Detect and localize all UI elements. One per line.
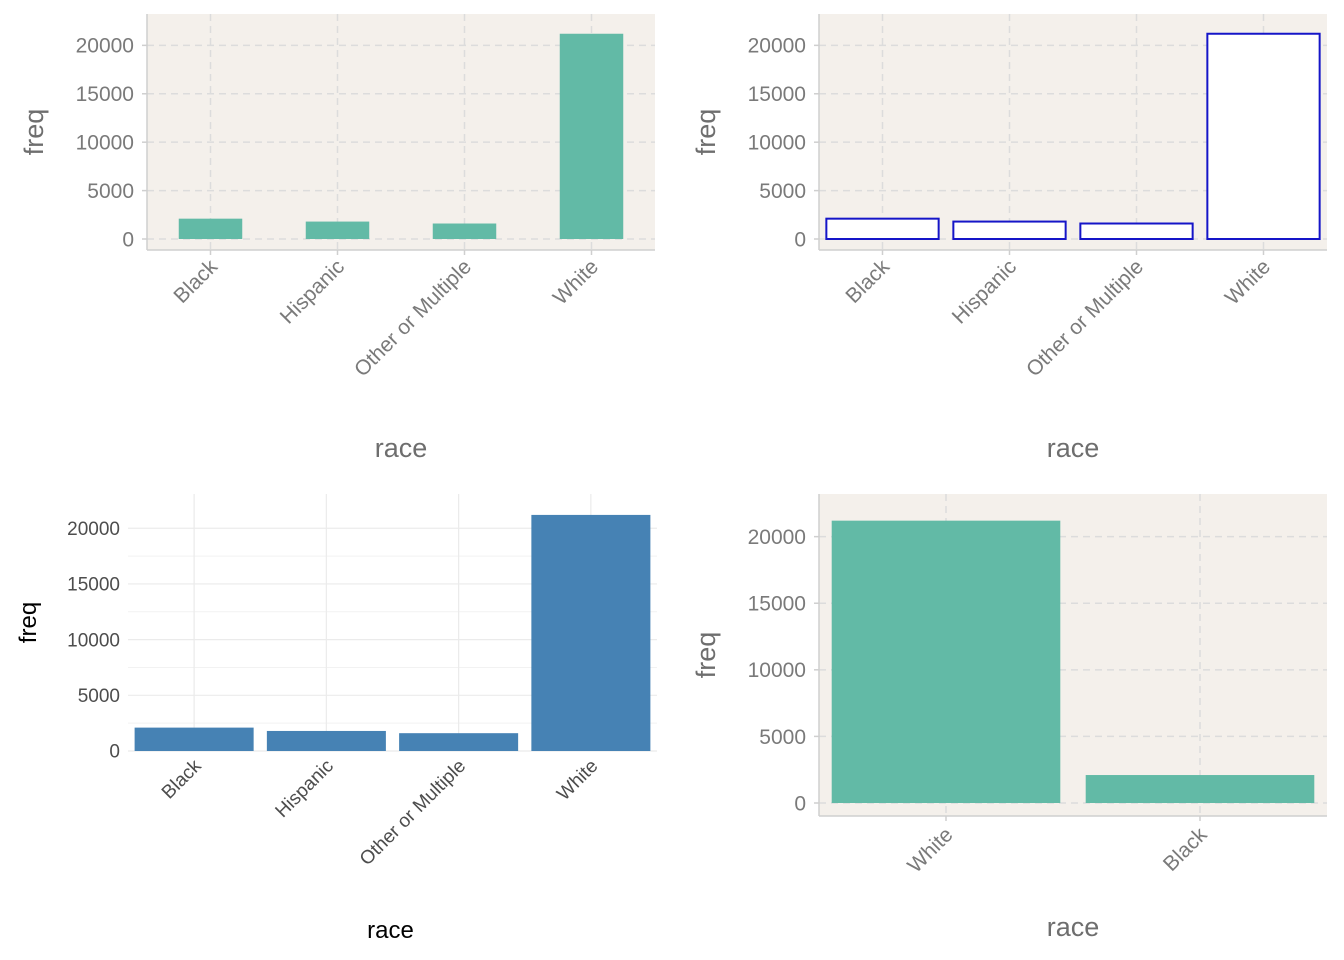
y-tick-label: 10000 (748, 659, 806, 682)
y-tick-label: 0 (794, 792, 806, 815)
x-tick-label: Black (1159, 823, 1212, 876)
y-axis-title: freq (15, 602, 42, 643)
x-tick-label: Other or Multiple (350, 255, 476, 381)
x-tick-label: Black (169, 255, 222, 308)
bar-other-or-multiple (432, 223, 497, 239)
chart-panel-2: 0 5000 10000 15000 20000 Black Hispanic Other o… (691, 14, 1327, 463)
y-tick-label: 20000 (748, 526, 806, 549)
x-axis-title: race (1047, 912, 1100, 942)
x-axis-title: race (375, 433, 428, 463)
y-tick-label: 15000 (748, 83, 806, 106)
y-tick-label: 10000 (76, 132, 134, 155)
y-tick-label: 20000 (67, 519, 120, 540)
bar-other-or-multiple (399, 733, 519, 751)
y-tick-label: 5000 (78, 686, 120, 707)
x-tick-label: White (549, 255, 603, 309)
x-tick-label: White (903, 823, 957, 877)
x-tick-label: Hispanic (948, 255, 1021, 328)
x-tick-label: Black (841, 255, 894, 308)
bar-white (1206, 32, 1321, 240)
chart-panel-4: 0 5000 10000 15000 20000 White Black race freq (691, 494, 1327, 942)
x-tick-label: Other or Multiple (1022, 255, 1148, 381)
bar-white (831, 520, 1061, 803)
bar-other-or-multiple (1079, 222, 1194, 241)
y-tick-label: 10000 (67, 630, 120, 651)
chart-panel-1: 0 5000 10000 15000 20000 Black Hispanic Other o… (19, 14, 655, 463)
y-tick-label: 5000 (759, 726, 806, 749)
x-tick-label: Hispanic (272, 756, 338, 822)
bar-black (825, 217, 940, 240)
y-tick-label: 0 (122, 228, 134, 251)
y-tick-label: 10000 (748, 132, 806, 155)
y-tick-label: 5000 (759, 180, 806, 203)
y-axis-title: freq (691, 632, 721, 679)
y-tick-label: 0 (794, 228, 806, 251)
y-tick-label: 15000 (748, 593, 806, 616)
y-tick-label: 20000 (76, 35, 134, 58)
x-tick-label: Black (158, 755, 206, 803)
x-axis-title: race (367, 917, 414, 944)
bar-white (531, 514, 651, 751)
bar-hispanic (266, 730, 386, 751)
y-tick-label: 0 (109, 742, 120, 763)
y-tick-label: 20000 (748, 35, 806, 58)
bar-hispanic (952, 220, 1067, 240)
y-tick-label: 5000 (87, 180, 134, 203)
bar-white (559, 33, 624, 239)
y-axis-title: freq (19, 109, 49, 156)
x-tick-label: Other or Multiple (356, 756, 470, 870)
y-tick-label: 15000 (76, 83, 134, 106)
y-axis-title: freq (691, 109, 721, 156)
x-tick-label: White (553, 756, 602, 805)
bar-black (178, 218, 243, 239)
x-tick-label: White (1221, 255, 1275, 309)
bar-hispanic (305, 221, 370, 239)
y-tick-label: 15000 (67, 575, 120, 596)
x-axis-title: race (1047, 433, 1100, 463)
x-tick-label: Hispanic (276, 255, 349, 328)
bar-black (1085, 775, 1315, 803)
bar-black (134, 727, 254, 751)
chart-panel-3: 0 5000 10000 15000 20000 Black Hispanic Other o… (15, 494, 657, 944)
